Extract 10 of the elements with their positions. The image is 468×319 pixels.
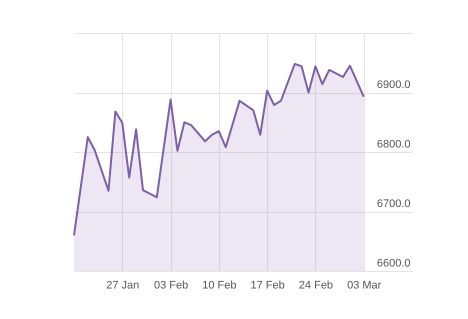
y-tick-label: 6900.0 [376,79,410,91]
y-tick-label: 6700.0 [376,198,410,210]
x-tick-label: 17 Feb [250,280,285,292]
y-tick-label: 6800.0 [376,138,410,150]
x-tick-label: 03 Feb [154,280,188,292]
x-tick-label: 24 Feb [298,280,334,292]
x-tick-label: 27 Jan [106,280,140,292]
x-tick-label: 03 Mar [347,280,382,292]
x-tick-label: 10 Feb [202,280,236,292]
y-tick-label: 6600.0 [376,258,410,270]
